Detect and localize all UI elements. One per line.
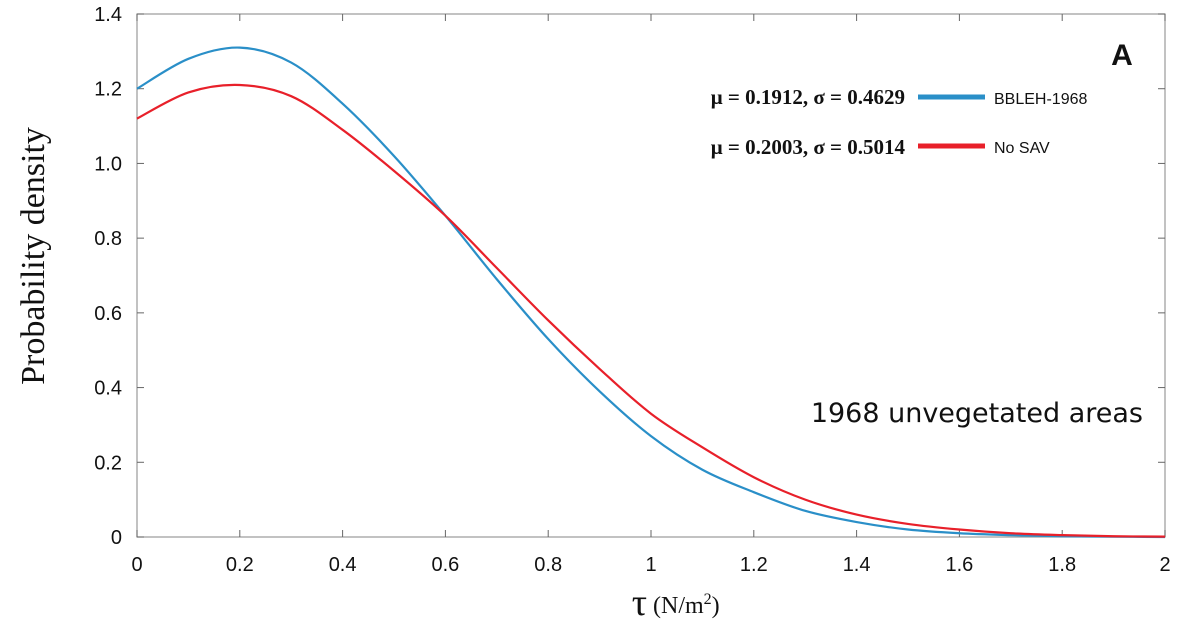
x-tick-label: 2: [1159, 554, 1170, 576]
x-tick-label: 1: [645, 554, 656, 576]
y-tick-label: 0.6: [94, 303, 122, 325]
legend-name-no-sav: No SAV: [994, 140, 1050, 157]
x-tick-label: 0: [131, 554, 142, 576]
x-tick-label: 0.6: [431, 554, 459, 576]
x-axis-title: τ (N/m2): [632, 582, 720, 623]
y-tick-label: 0: [111, 527, 122, 549]
x-tick-label: 0.2: [226, 554, 254, 576]
x-axis-unit: (N/m2): [653, 591, 720, 619]
legend: μ = 0.1912, σ = 0.4629 BBLEH-1968 μ = 0.…: [711, 85, 1088, 159]
series-line-1: [136, 83, 1166, 538]
y-tick-label: 0.4: [94, 378, 122, 400]
legend-stats-no-sav: μ = 0.2003, σ = 0.5014: [711, 135, 906, 159]
x-tick-label: 1.4: [843, 554, 871, 576]
y-tick-label: 1.2: [94, 79, 122, 101]
x-tick-label: 1.6: [945, 554, 973, 576]
series-line-0: [136, 46, 1166, 539]
panel-label: A: [1111, 39, 1133, 72]
x-tick-label: 1.8: [1048, 554, 1076, 576]
y-tick-label: 0.2: [94, 452, 122, 474]
y-tick-label: 1.0: [94, 153, 122, 175]
x-axis-symbol: τ: [632, 582, 647, 623]
x-tick-label: 0.8: [534, 554, 562, 576]
y-tick-label: 1.4: [94, 4, 122, 26]
y-tick-label: 0.8: [94, 228, 122, 250]
legend-stats-bbleh: μ = 0.1912, σ = 0.4629: [711, 85, 905, 109]
x-tick-label: 0.4: [329, 554, 357, 576]
legend-name-bbleh: BBLEH-1968: [994, 91, 1087, 108]
axes: 0 0.2 0.4 0.6 0.8 1 1.2 1.4 1.6 1.8 2 0 0.2 0.4 0.6 0.8…: [94, 4, 1170, 576]
x-tick-label: 1.2: [740, 554, 768, 576]
annotation-label: 1968 unvegetated areas: [811, 398, 1143, 429]
series-layer: [136, 46, 1166, 539]
y-axis-title: Probability density: [15, 127, 52, 385]
